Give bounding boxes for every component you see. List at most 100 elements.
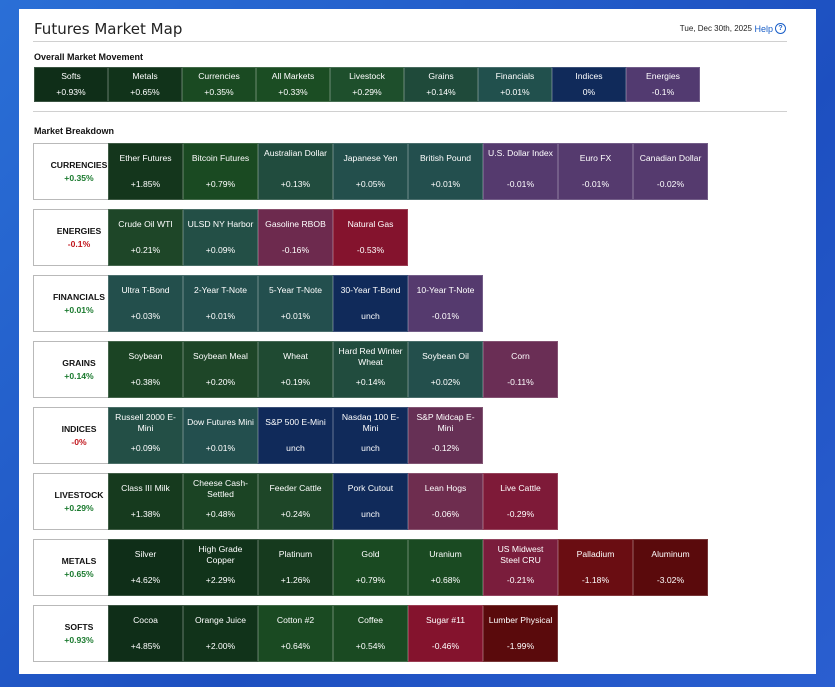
market-tile[interactable]: Aluminum -3.02% [633,539,708,596]
market-tile[interactable]: High Grade Copper +2.29% [183,539,258,596]
market-tile[interactable]: Coffee +0.54% [333,605,408,662]
market-tile[interactable]: Ultra T-Bond +0.03% [108,275,183,332]
market-tile[interactable]: 5-Year T-Note +0.01% [258,275,333,332]
market-tile[interactable]: Orange Juice +2.00% [183,605,258,662]
market-tile[interactable]: 10-Year T-Note -0.01% [408,275,483,332]
market-tile[interactable]: Gold +0.79% [333,539,408,596]
tile-change: +0.54% [355,641,386,651]
overall-tile[interactable]: All Markets +0.33% [256,67,330,102]
market-tile[interactable]: Nasdaq 100 E-Mini unch [333,407,408,464]
market-tile[interactable]: Japanese Yen +0.05% [333,143,408,200]
market-tile[interactable]: Platinum +1.26% [258,539,333,596]
tile-change: -0.46% [431,641,460,651]
market-tile[interactable]: 30-Year T-Bond unch [333,275,408,332]
overall-tile[interactable]: Metals +0.65% [108,67,182,102]
page-title: Futures Market Map [34,20,183,38]
tile-name: Cheese Cash-Settled [193,478,248,499]
overall-tile[interactable]: Livestock +0.29% [330,67,404,102]
tile-name: Live Cattle [500,483,541,493]
market-tile[interactable]: Ether Futures +1.85% [108,143,183,200]
market-tile[interactable]: Class III Milk +1.38% [108,473,183,530]
tile-change: +1.38% [130,509,161,519]
overall-tile[interactable]: Financials +0.01% [478,67,552,102]
market-tile[interactable]: Pork Cutout unch [333,473,408,530]
tile-name: Pork Cutout [347,483,394,493]
market-tile[interactable]: Cheese Cash-Settled +0.48% [183,473,258,530]
overall-tile[interactable]: Indices 0% [552,67,626,102]
overall-tile[interactable]: Grains +0.14% [404,67,478,102]
tile-name: Natural Gas [347,219,394,229]
market-tile[interactable]: Silver +4.62% [108,539,183,596]
market-tile[interactable]: Wheat +0.19% [258,341,333,398]
market-tile[interactable]: Corn -0.11% [483,341,558,398]
market-tile[interactable]: Lean Hogs -0.06% [408,473,483,530]
section-divider [33,111,787,112]
tile-change: +0.01% [280,311,311,321]
market-tile[interactable]: Cocoa +4.85% [108,605,183,662]
tile-name: Corn [511,351,530,361]
tile-name: Cotton #2 [276,615,315,625]
tile-change: +0.19% [280,377,311,387]
market-tile[interactable]: Australian Dollar +0.13% [258,143,333,200]
tile-change: +0.14% [355,377,386,387]
category-name: SOFTS [64,622,94,632]
tile-change: +0.79% [355,575,386,585]
overall-tile[interactable]: Softs +0.93% [34,67,108,102]
date-label: Tue, Dec 30th, 2025 [679,24,752,33]
tile-change: +1.85% [130,179,161,189]
market-tile[interactable]: S&P 500 E-Mini unch [258,407,333,464]
market-tile[interactable]: Russell 2000 E-Mini +0.09% [108,407,183,464]
tile-change: +4.62% [130,575,161,585]
market-tile[interactable]: Canadian Dollar -0.02% [633,143,708,200]
market-tile[interactable]: Live Cattle -0.29% [483,473,558,530]
market-tile[interactable]: U.S. Dollar Index -0.01% [483,143,558,200]
market-tile[interactable]: Natural Gas -0.53% [333,209,408,266]
market-tile[interactable]: Dow Futures Mini +0.01% [183,407,258,464]
market-tile[interactable]: Lumber Physical -1.99% [483,605,558,662]
tile-name: Uranium [429,549,462,559]
market-tile[interactable]: Soybean Oil +0.02% [408,341,483,398]
market-tile[interactable]: US Midwest Steel CRU -0.21% [483,539,558,596]
tile-name: Crude Oil WTI [118,219,173,229]
overall-tile[interactable]: Currencies +0.35% [182,67,256,102]
category-name: CURRENCIES [50,160,108,170]
market-tile[interactable]: Sugar #11 -0.46% [408,605,483,662]
tile-name: Bitcoin Futures [191,153,250,163]
tile-change: -0.06% [431,509,460,519]
market-tile[interactable]: Feeder Cattle +0.24% [258,473,333,530]
tile-name: Aluminum [651,549,690,559]
tile-change: -0.11% [507,377,534,387]
tile-change: +0.01% [500,87,530,97]
tile-name: S&P 500 E-Mini [265,417,326,427]
tile-change: -1.18% [581,575,610,585]
help-link[interactable]: Help ? [754,23,786,34]
tile-name: Cocoa [133,615,158,625]
market-tile[interactable]: Uranium +0.68% [408,539,483,596]
tile-name: Australian Dollar [263,148,328,158]
tile-change: unch [361,443,380,453]
market-tile[interactable]: Gasoline RBOB -0.16% [258,209,333,266]
tile-name: Class III Milk [121,483,170,493]
market-tile[interactable]: British Pound +0.01% [408,143,483,200]
market-tile[interactable]: Soybean +0.38% [108,341,183,398]
category-change: +0.93% [64,635,94,645]
market-tile[interactable]: 2-Year T-Note +0.01% [183,275,258,332]
market-tile[interactable]: S&P Midcap E-Mini -0.12% [408,407,483,464]
market-tile[interactable]: Euro FX -0.01% [558,143,633,200]
tile-change: -3.02% [656,575,685,585]
market-tile[interactable]: Soybean Meal +0.20% [183,341,258,398]
market-tile[interactable]: Palladium -1.18% [558,539,633,596]
tile-name: 30-Year T-Bond [340,285,401,295]
overall-tile[interactable]: Energies -0.1% [626,67,700,102]
tile-name: Soybean [128,351,163,361]
market-tile[interactable]: Cotton #2 +0.64% [258,605,333,662]
market-tile[interactable]: Bitcoin Futures +0.79% [183,143,258,200]
tile-name: Hard Red Winter Wheat [338,346,403,367]
market-tile[interactable]: Hard Red Winter Wheat +0.14% [333,341,408,398]
overall-section-title: Overall Market Movement [34,52,144,62]
market-tile[interactable]: ULSD NY Harbor +0.09% [183,209,258,266]
category-change: +0.35% [64,173,94,183]
category-change: +0.29% [64,503,94,513]
tile-change: +0.79% [205,179,236,189]
market-tile[interactable]: Crude Oil WTI +0.21% [108,209,183,266]
